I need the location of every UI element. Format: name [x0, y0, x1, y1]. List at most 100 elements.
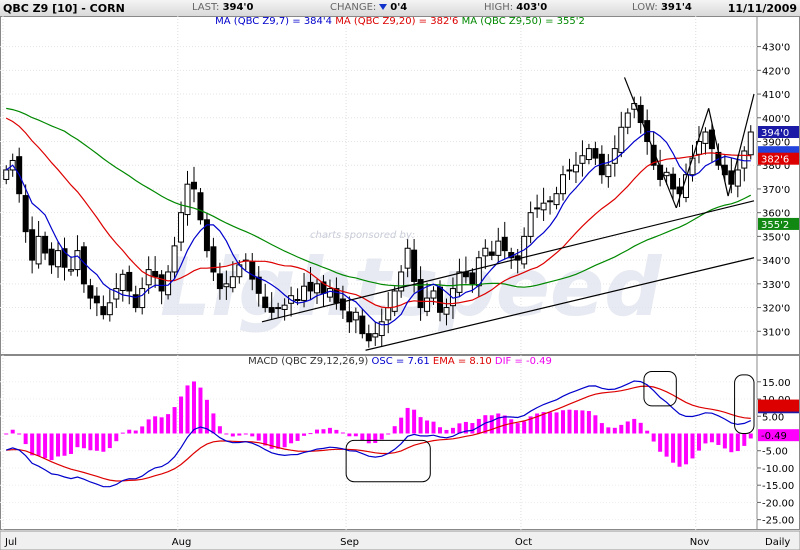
candle-body	[339, 298, 346, 311]
macd-histogram-bar	[658, 433, 663, 452]
ma20-legend: MA (QBC Z9,20) = 382'6	[335, 16, 459, 27]
candle-body	[210, 246, 217, 273]
macd-histogram-bar	[438, 427, 443, 434]
candle-body	[618, 126, 625, 153]
macd-histogram-bar	[172, 407, 177, 434]
candle-body	[22, 195, 29, 233]
candle-body	[553, 193, 560, 206]
macd-histogram-bar	[716, 433, 721, 445]
macd-histogram-bar	[593, 415, 598, 434]
macd-histogram-bar	[684, 433, 689, 465]
candle-body	[87, 285, 94, 299]
ma20-line	[5, 117, 751, 309]
price-badge	[758, 152, 799, 165]
candle-body	[663, 171, 670, 177]
macd-histogram-bar	[671, 433, 676, 463]
candle-body	[152, 270, 159, 278]
macd-histogram-bar	[321, 429, 326, 434]
candle-body	[307, 281, 314, 292]
macd-badge-label: -0.49	[761, 431, 787, 442]
macd-histogram-bar	[153, 416, 158, 434]
candle-body	[527, 212, 534, 237]
candle-body	[100, 306, 107, 316]
macd-histogram-bar	[353, 433, 358, 437]
macd-histogram-bar	[412, 409, 417, 434]
macd-histogram-bar	[748, 433, 753, 439]
macd-histogram-bar	[573, 410, 578, 434]
macd-osc-line	[6, 380, 752, 488]
ma7-legend: MA (QBC Z9,7) = 384'4	[215, 16, 333, 27]
candle-body	[378, 321, 385, 337]
price-tick-label: 330'0	[762, 280, 790, 291]
macd-histogram-bar	[276, 433, 281, 449]
candle-body	[605, 164, 612, 178]
macd-histogram-bar	[586, 411, 591, 434]
price-badge	[758, 217, 799, 230]
candle-body	[469, 272, 476, 285]
macd-histogram-bar	[457, 423, 462, 434]
candle-body	[702, 131, 709, 144]
macd-histogram-bar	[735, 433, 740, 452]
candle-body	[372, 333, 379, 338]
macd-tick-label: 5.00	[762, 412, 784, 423]
macd-histogram-bar	[295, 433, 300, 441]
price-badge-label: 382'6	[761, 155, 789, 166]
candle-body	[365, 333, 372, 342]
macd-ema-line	[6, 385, 751, 482]
trendline-wedge-right	[675, 108, 710, 209]
macd-histogram-bar	[619, 424, 624, 434]
candle-body	[42, 235, 49, 254]
time-axis-bar	[0, 530, 800, 550]
price-tick-label: 350'0	[762, 232, 790, 243]
candle-body	[61, 248, 68, 268]
candle-body	[132, 294, 139, 309]
macd-histogram-bar	[133, 430, 138, 434]
price-tick-label: 360'0	[762, 209, 790, 220]
candle-body	[203, 219, 210, 252]
macd-histogram-bar	[224, 433, 229, 435]
macd-histogram-bar	[392, 426, 397, 434]
change-value: CHANGE: 0'4	[330, 2, 408, 13]
candle-body	[197, 192, 204, 221]
macd-histogram-bar	[541, 412, 546, 434]
candle-body	[579, 155, 586, 164]
macd-legend: MACD (QBC Z9,12,26,9) OSC = 7.61 EMA = 8…	[0, 356, 800, 367]
macd-histogram-bar	[373, 433, 378, 443]
macd-histogram-bar	[314, 429, 319, 434]
macd-histogram-bar	[722, 433, 727, 449]
macd-histogram-bar	[567, 409, 572, 434]
candle-body	[404, 247, 411, 269]
macd-histogram-bar	[463, 421, 468, 434]
macd-histogram-bar	[677, 433, 682, 467]
macd-histogram-bar	[237, 433, 242, 436]
down-arrow-icon	[379, 4, 388, 10]
macd-histogram-bar	[450, 427, 455, 434]
candle-body	[650, 144, 657, 166]
candle-body	[301, 285, 308, 301]
candle-body	[631, 103, 638, 110]
candle-body	[566, 169, 573, 172]
macd-histogram-bar	[308, 433, 313, 435]
macd-histogram-bar	[399, 417, 404, 434]
candle-body	[443, 307, 450, 315]
candle-body	[3, 169, 10, 180]
macd-tick-label: 15.00	[762, 378, 791, 389]
candle-body	[624, 112, 631, 128]
macd-histogram-bar	[632, 418, 637, 434]
candle-body	[346, 311, 353, 323]
candle-body	[424, 297, 431, 312]
candle-body	[48, 248, 55, 266]
macd-histogram-bar	[612, 427, 617, 434]
macd-tick-label: -20.00	[762, 498, 794, 509]
macd-histogram-bar	[243, 433, 248, 435]
macd-histogram-bar	[548, 412, 553, 434]
macd-tick-label: -15.00	[762, 481, 794, 492]
macd-histogram-bar	[340, 432, 345, 434]
macd-histogram-bar	[30, 433, 35, 456]
ma7-line	[5, 131, 751, 326]
macd-histogram-bar	[146, 419, 151, 434]
month-tick-label: Sep	[340, 537, 359, 548]
price-tick-label: 320'0	[762, 304, 790, 315]
candle-body	[592, 148, 599, 159]
macd-histogram-bar	[418, 417, 423, 434]
